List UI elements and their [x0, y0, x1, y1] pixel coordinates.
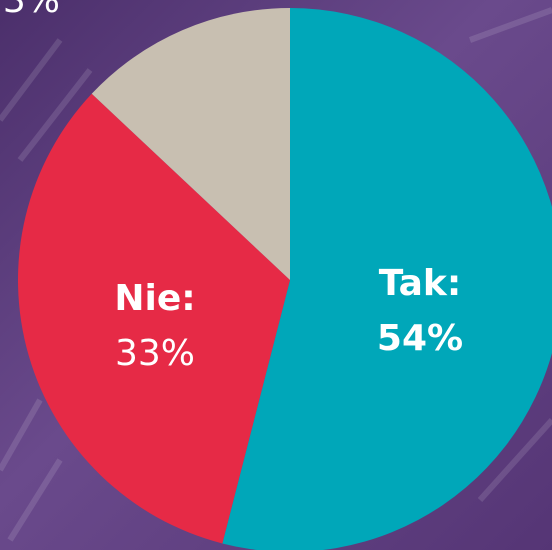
value-label: 13% [0, 0, 60, 21]
value-label: 33% [115, 333, 195, 374]
value-label: 54% [377, 318, 463, 359]
chart: Tak: 54% Nie: 33% 13% [0, 0, 552, 550]
screen: Tak: 54% Nie: 33% 13% [0, 0, 552, 550]
slice-label: Tak: [379, 263, 462, 304]
slice-label: Nie: [114, 278, 195, 319]
